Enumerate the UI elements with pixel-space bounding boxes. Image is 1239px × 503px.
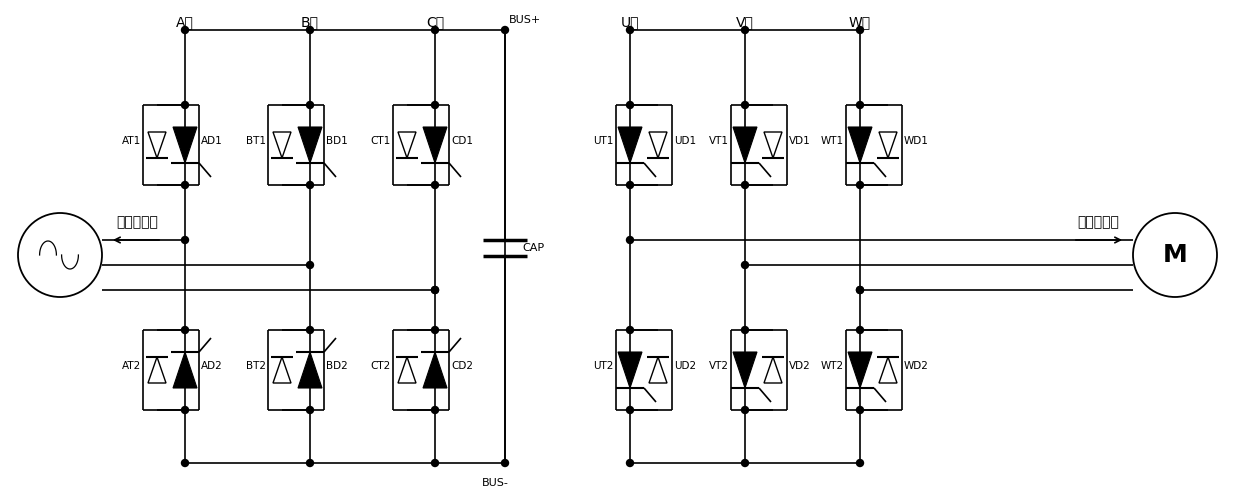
Text: U相: U相: [621, 15, 639, 29]
Circle shape: [181, 460, 188, 466]
Text: VD1: VD1: [789, 136, 810, 146]
Text: V相: V相: [736, 15, 755, 29]
Circle shape: [181, 406, 188, 413]
Polygon shape: [299, 127, 322, 163]
Circle shape: [856, 460, 864, 466]
Circle shape: [627, 406, 633, 413]
Circle shape: [431, 27, 439, 34]
Text: WT2: WT2: [821, 361, 844, 371]
Circle shape: [741, 406, 748, 413]
Circle shape: [181, 182, 188, 189]
Circle shape: [627, 460, 633, 466]
Circle shape: [627, 102, 633, 109]
Text: CD2: CD2: [451, 361, 473, 371]
Text: B相: B相: [301, 15, 318, 29]
Polygon shape: [847, 352, 872, 388]
Circle shape: [181, 236, 188, 243]
Circle shape: [741, 102, 748, 109]
Text: AT2: AT2: [121, 361, 141, 371]
Circle shape: [627, 182, 633, 189]
Circle shape: [431, 460, 439, 466]
Text: AD1: AD1: [201, 136, 223, 146]
Circle shape: [741, 460, 748, 466]
Circle shape: [502, 460, 508, 466]
Text: W相: W相: [849, 15, 871, 29]
Polygon shape: [422, 352, 447, 388]
Circle shape: [431, 182, 439, 189]
Circle shape: [741, 27, 748, 34]
Circle shape: [306, 102, 313, 109]
Circle shape: [856, 182, 864, 189]
Circle shape: [856, 287, 864, 293]
Circle shape: [856, 102, 864, 109]
Circle shape: [856, 27, 864, 34]
Circle shape: [856, 326, 864, 333]
Circle shape: [181, 102, 188, 109]
Circle shape: [181, 326, 188, 333]
Circle shape: [741, 182, 748, 189]
Circle shape: [306, 27, 313, 34]
Text: WT1: WT1: [821, 136, 844, 146]
Circle shape: [306, 262, 313, 269]
Circle shape: [431, 406, 439, 413]
Circle shape: [627, 27, 633, 34]
Circle shape: [856, 287, 864, 293]
Polygon shape: [618, 352, 642, 388]
Text: C相: C相: [426, 15, 444, 29]
Circle shape: [502, 27, 508, 34]
Text: CD1: CD1: [451, 136, 473, 146]
Polygon shape: [733, 127, 757, 163]
Polygon shape: [618, 127, 642, 163]
Polygon shape: [173, 352, 197, 388]
Text: BUS+: BUS+: [509, 15, 541, 25]
Text: A相: A相: [176, 15, 195, 29]
Text: WD1: WD1: [904, 136, 929, 146]
Circle shape: [627, 326, 633, 333]
Circle shape: [306, 406, 313, 413]
Text: BT2: BT2: [247, 361, 266, 371]
Text: CT1: CT1: [370, 136, 392, 146]
Polygon shape: [422, 127, 447, 163]
Text: BUS-: BUS-: [482, 478, 508, 488]
Text: UT1: UT1: [593, 136, 615, 146]
Circle shape: [627, 236, 633, 243]
Polygon shape: [173, 127, 197, 163]
Circle shape: [741, 326, 748, 333]
Text: UD2: UD2: [674, 361, 696, 371]
Circle shape: [431, 287, 439, 293]
Circle shape: [306, 460, 313, 466]
Text: VD2: VD2: [789, 361, 810, 371]
Text: UD1: UD1: [674, 136, 696, 146]
Text: CAP: CAP: [522, 243, 544, 253]
Text: VT2: VT2: [709, 361, 729, 371]
Circle shape: [431, 326, 439, 333]
Text: BD2: BD2: [326, 361, 348, 371]
Text: CT2: CT2: [370, 361, 392, 371]
Text: 电流正方向: 电流正方向: [1077, 215, 1119, 229]
Text: BD1: BD1: [326, 136, 348, 146]
Polygon shape: [847, 127, 872, 163]
Text: M: M: [1162, 243, 1187, 267]
Circle shape: [431, 287, 439, 293]
Text: WD2: WD2: [904, 361, 929, 371]
Text: VT1: VT1: [709, 136, 729, 146]
Polygon shape: [299, 352, 322, 388]
Circle shape: [181, 27, 188, 34]
Circle shape: [306, 182, 313, 189]
Text: AD2: AD2: [201, 361, 223, 371]
Text: 电流正方向: 电流正方向: [116, 215, 157, 229]
Circle shape: [741, 262, 748, 269]
Circle shape: [306, 326, 313, 333]
Polygon shape: [733, 352, 757, 388]
Text: AT1: AT1: [121, 136, 141, 146]
Circle shape: [856, 406, 864, 413]
Circle shape: [431, 102, 439, 109]
Text: UT2: UT2: [593, 361, 615, 371]
Text: BT1: BT1: [247, 136, 266, 146]
